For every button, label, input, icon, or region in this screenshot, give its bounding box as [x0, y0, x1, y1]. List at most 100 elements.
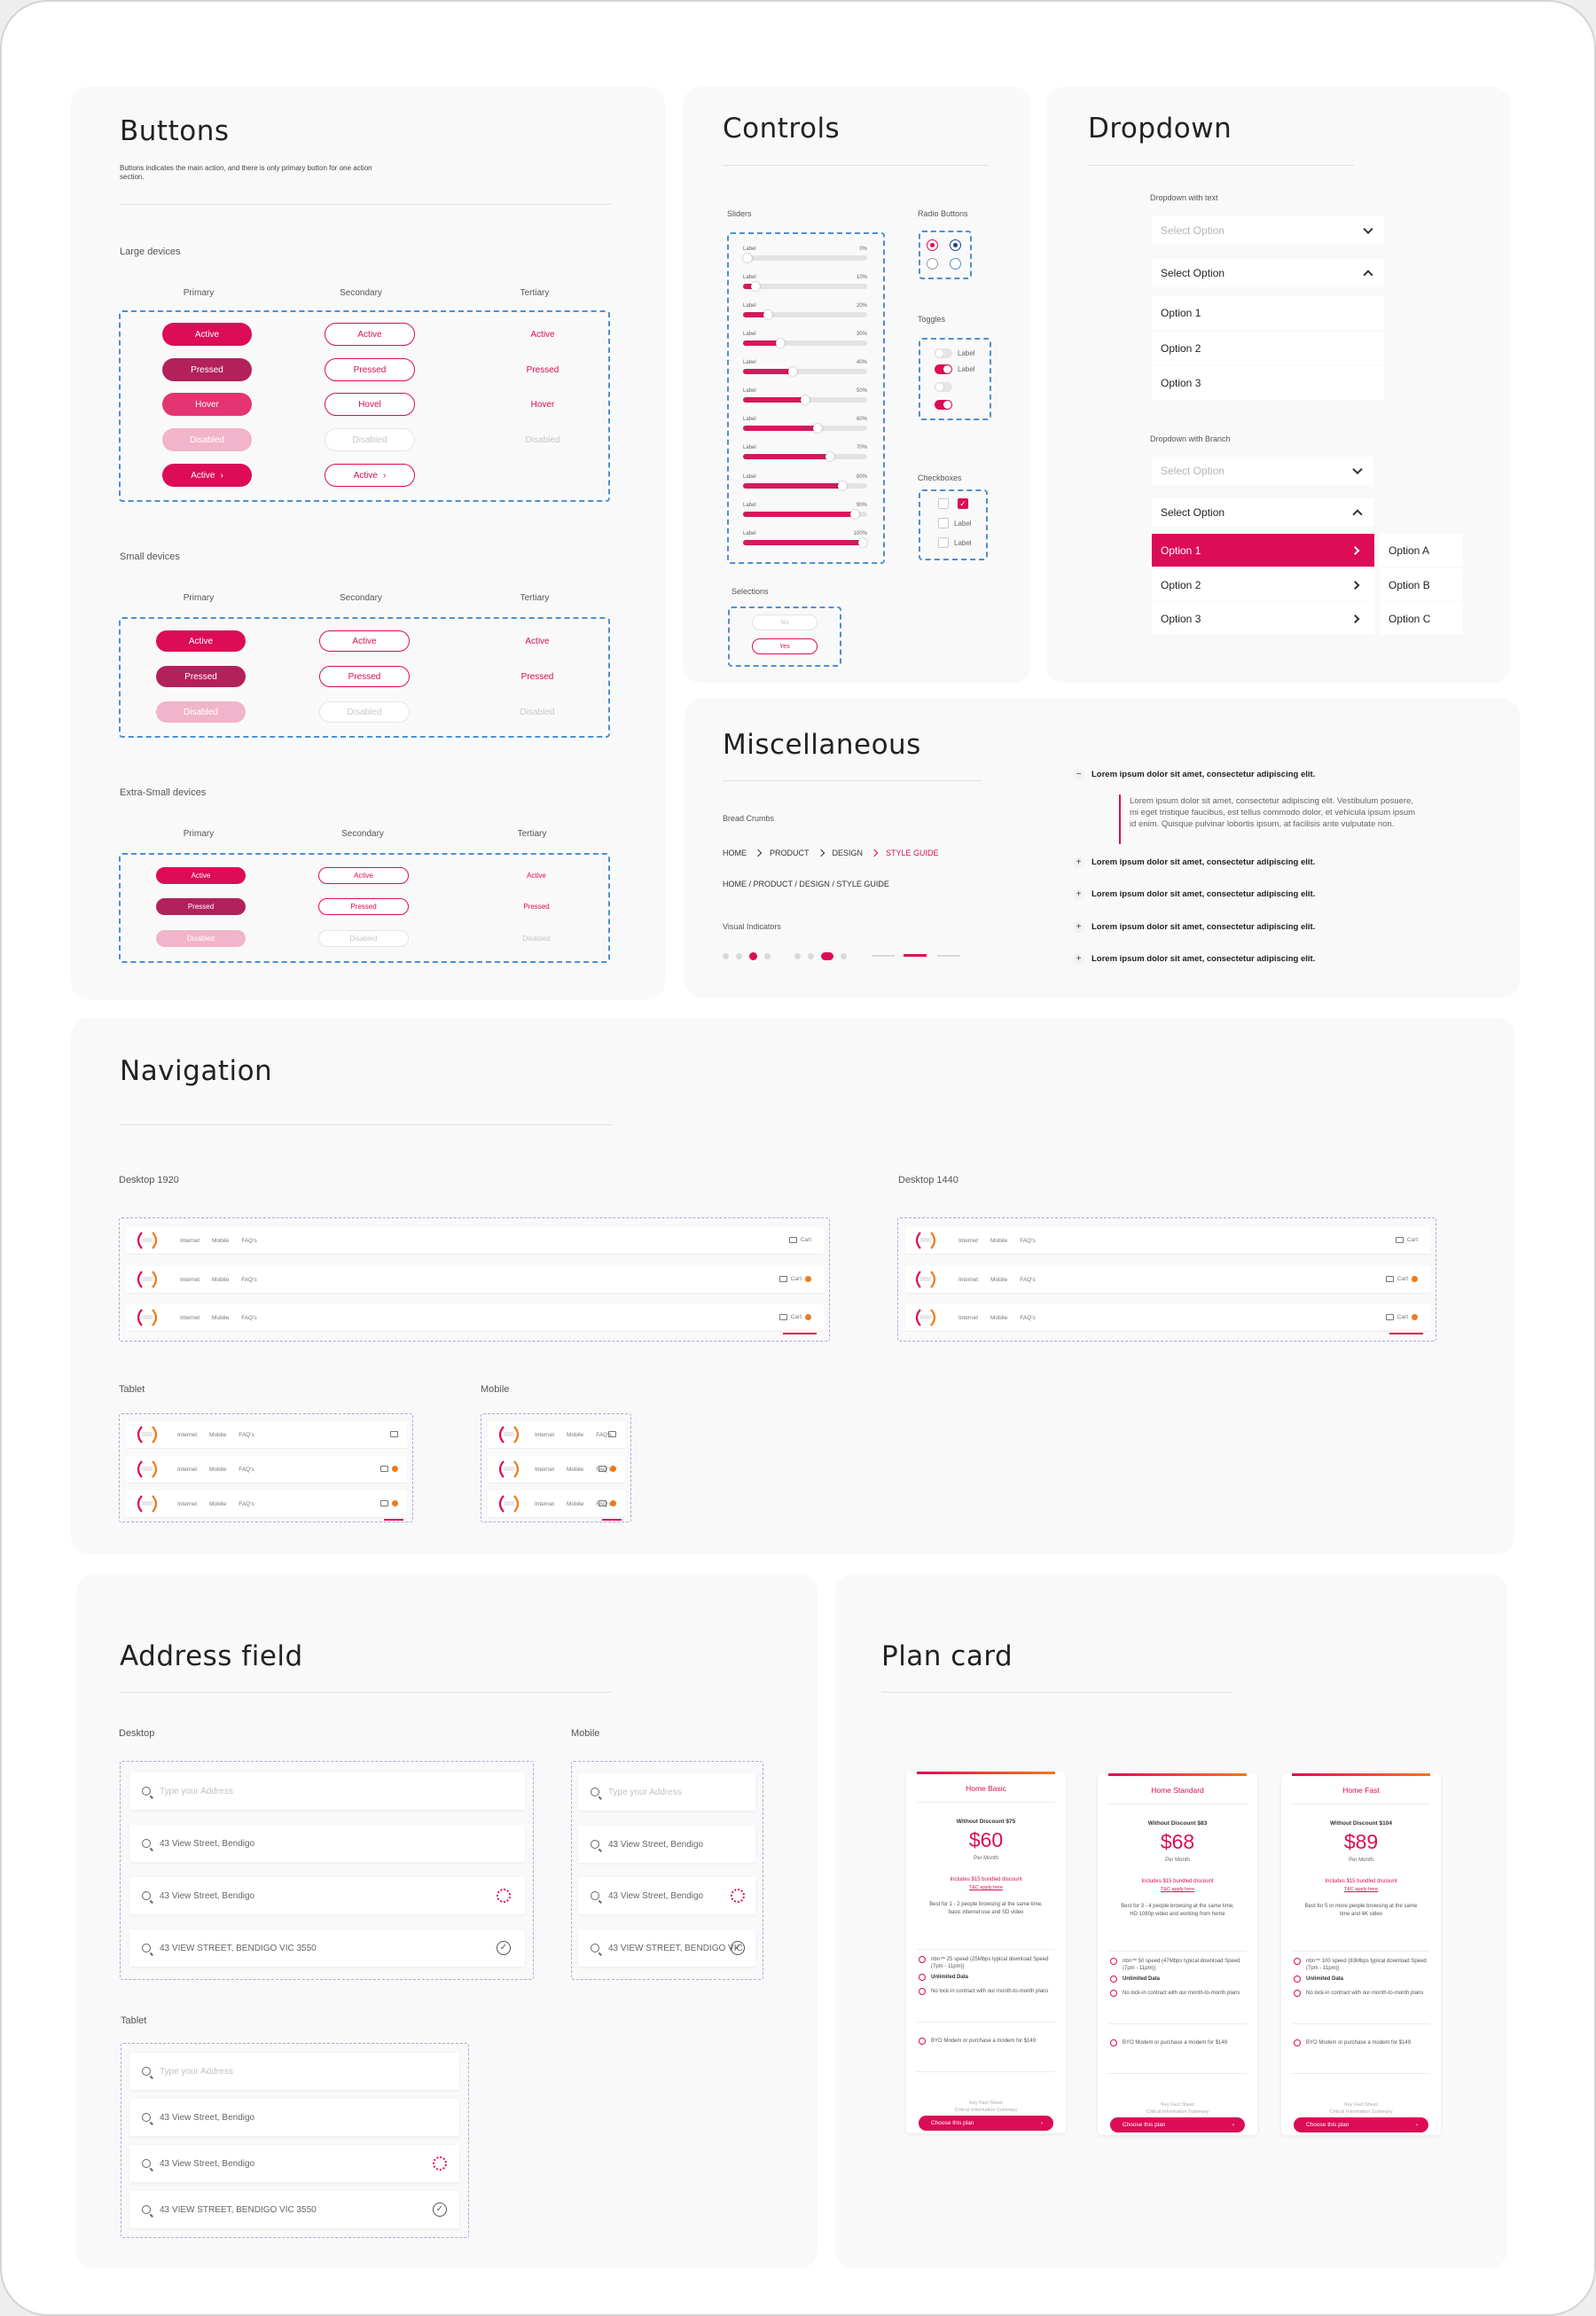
branch-option-selected[interactable]: Option 1	[1152, 534, 1374, 567]
brand-logo[interactable]	[912, 1308, 939, 1326]
nav-link[interactable]: Mobile	[209, 1501, 227, 1507]
indicator-pill-active[interactable]	[821, 952, 833, 960]
tertiary-hover-button[interactable]: Hover	[530, 399, 555, 410]
slider-handle[interactable]	[838, 481, 847, 490]
cart-button[interactable]: Cart	[778, 1314, 811, 1320]
choose-plan-button[interactable]: Choose this plan ›	[1294, 2117, 1428, 2132]
indicator-dot[interactable]	[841, 953, 847, 959]
branch-sub-option[interactable]: Option A	[1380, 534, 1463, 567]
nav-link[interactable]: Internet	[958, 1315, 979, 1321]
secondary-active-button[interactable]: Active	[318, 867, 409, 884]
nav-link[interactable]: Internet	[958, 1277, 979, 1283]
toggle-off-small[interactable]	[935, 382, 952, 392]
brand-logo[interactable]	[496, 1425, 522, 1444]
slider-handle[interactable]	[813, 424, 822, 433]
address-input-typed[interactable]: 43 View Street, Bendigo	[129, 2099, 459, 2136]
cart-button[interactable]	[598, 1466, 616, 1472]
radio-unselected[interactable]	[927, 258, 938, 270]
nav-link[interactable]: FAQ's	[241, 1238, 257, 1244]
slider[interactable]: Label 30%	[743, 332, 867, 355]
nav-link[interactable]: FAQ's	[596, 1432, 612, 1438]
branch-dropdown-closed[interactable]: Select Option	[1152, 457, 1373, 485]
nav-link[interactable]: Mobile	[567, 1432, 584, 1438]
dropdown-option[interactable]: Option 1	[1152, 296, 1384, 330]
tertiary-pressed-button[interactable]: Pressed	[523, 903, 550, 911]
indicator-dot[interactable]	[736, 953, 742, 959]
tertiary-pressed-button[interactable]: Pressed	[520, 671, 554, 682]
secondary-pressed-button[interactable]: Pressed	[325, 358, 415, 381]
address-input-loading[interactable]: 43 View Street, Bendigo	[129, 2145, 459, 2182]
brand-logo[interactable]	[496, 1494, 522, 1513]
dropdown-open[interactable]: Select Option	[1152, 259, 1384, 287]
nav-link[interactable]: Internet	[535, 1467, 555, 1473]
nav-link[interactable]: FAQ's	[1020, 1315, 1036, 1321]
nav-link[interactable]: Internet	[180, 1277, 200, 1283]
primary-pressed-button[interactable]: Pressed	[156, 898, 246, 915]
slider-handle[interactable]	[858, 538, 867, 547]
secondary-pressed-button[interactable]: Pressed	[319, 666, 410, 687]
nav-link[interactable]: Internet	[535, 1432, 555, 1438]
address-input-typed[interactable]: 43 View Street, Bendigo	[129, 1825, 525, 1862]
brand-logo[interactable]	[134, 1425, 160, 1444]
nav-link[interactable]: FAQ's	[1020, 1238, 1036, 1244]
nav-link[interactable]: FAQ's	[239, 1432, 254, 1438]
tc-link[interactable]: T&C apply here	[1343, 1887, 1379, 1892]
radio-unselected-blue[interactable]	[950, 258, 961, 270]
nav-link[interactable]: Internet	[180, 1315, 200, 1321]
toggle-on[interactable]	[935, 364, 952, 374]
nav-link[interactable]: Internet	[535, 1501, 555, 1507]
primary-disabled-button[interactable]: Disabled	[156, 701, 246, 723]
slider[interactable]: Label 80%	[743, 474, 867, 497]
crumb-design[interactable]: DESIGN	[832, 849, 864, 857]
indicator-dot[interactable]	[808, 953, 814, 959]
address-input-loading[interactable]: 43 View Street, Bendigo	[129, 1877, 525, 1914]
tc-link[interactable]: T&C apply here	[1160, 1887, 1195, 1892]
slider-handle[interactable]	[763, 310, 772, 319]
nav-link[interactable]: FAQ's	[241, 1277, 257, 1283]
slider[interactable]: Label 90%	[743, 503, 867, 526]
accordion-open[interactable]: − Lorem ipsum dolor sit amet, consectetur…	[1073, 769, 1315, 780]
slider[interactable]: Label 50%	[743, 388, 867, 411]
slider-handle[interactable]	[801, 395, 810, 404]
accordion-item[interactable]: + Lorem ipsum dolor sit amet, consectetur…	[1073, 888, 1315, 900]
brand-logo[interactable]	[134, 1308, 160, 1326]
branch-dropdown-open[interactable]: Select Option	[1152, 498, 1373, 527]
nav-link[interactable]: Mobile	[209, 1432, 227, 1438]
slider[interactable]: Label 20%	[743, 303, 867, 326]
address-input-typed[interactable]: 43 View Street, Bendigo	[578, 1826, 755, 1863]
nav-link[interactable]: Mobile	[212, 1277, 230, 1283]
cart-button[interactable]	[380, 1466, 398, 1472]
cart-button[interactable]: Cart	[1395, 1237, 1418, 1243]
cart-button[interactable]: Cart	[1385, 1276, 1418, 1282]
toggle-on-small[interactable]	[935, 400, 952, 410]
tertiary-disabled-button[interactable]: Disabled	[520, 707, 555, 717]
address-input-confirmed[interactable]: 43 VIEW STREET, BENDIGO VIC ✓	[578, 1929, 755, 1967]
indicator-dot-active[interactable]	[749, 952, 757, 960]
secondary-active-arrow-button[interactable]: Active ›	[325, 464, 415, 487]
branch-option[interactable]: Option 3	[1152, 602, 1374, 635]
cart-button[interactable]: Cart	[1385, 1314, 1418, 1320]
nav-link[interactable]: Mobile	[567, 1501, 584, 1507]
slider[interactable]: Label 0%	[743, 246, 867, 270]
checkbox-unchecked[interactable]	[938, 518, 949, 528]
dropdown-option[interactable]: Option 2	[1152, 332, 1384, 365]
nav-link[interactable]: Mobile	[209, 1467, 227, 1473]
branch-sub-option[interactable]: Option B	[1380, 568, 1463, 601]
slider[interactable]: Label 40%	[743, 360, 867, 383]
indicator-line[interactable]	[872, 955, 895, 957]
branch-sub-option[interactable]: Option C	[1380, 602, 1463, 635]
nav-link[interactable]: Internet	[177, 1501, 198, 1507]
nav-link[interactable]: Internet	[180, 1238, 200, 1244]
brand-logo[interactable]	[496, 1459, 522, 1478]
checkbox-unchecked[interactable]	[938, 498, 949, 509]
primary-hover-button[interactable]: Hover	[162, 393, 252, 416]
primary-pressed-button[interactable]: Pressed	[156, 666, 246, 687]
critical-info-links[interactable]: Key Fact Sheet Critical Information Summ…	[954, 2101, 1018, 2113]
secondary-disabled-button[interactable]: Disabled	[319, 701, 410, 723]
primary-active-arrow-button[interactable]: Active ›	[162, 464, 252, 487]
brand-logo[interactable]	[134, 1270, 160, 1288]
accordion-item[interactable]: + Lorem ipsum dolor sit amet, consectetur…	[1073, 953, 1315, 965]
secondary-disabled-button[interactable]: Disabled	[318, 930, 409, 947]
crumb-home[interactable]: HOME	[723, 849, 747, 857]
slider-handle[interactable]	[776, 339, 785, 348]
